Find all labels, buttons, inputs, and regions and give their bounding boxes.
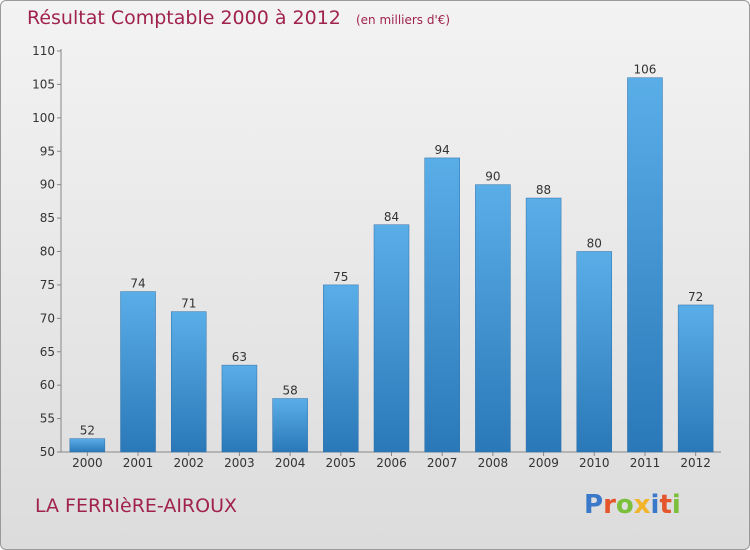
y-tick-label: 110 [32, 44, 55, 58]
bar-2012 [677, 304, 714, 453]
y-tick-label: 100 [32, 111, 55, 125]
proxiti-logo: Proxiti [584, 490, 681, 520]
logo-letter: i [650, 490, 660, 520]
bar-2011 [627, 77, 663, 453]
bar-2008 [475, 184, 511, 453]
x-tick-label: 2009 [528, 456, 559, 470]
data-label: 63 [232, 350, 247, 364]
data-label: 80 [587, 237, 602, 251]
chart-bars [69, 77, 714, 453]
y-tick-label: 90 [40, 178, 55, 192]
logo-letter: x [633, 490, 651, 520]
place-name: LA FERRIèRE-AIROUX [35, 495, 238, 517]
data-label: 88 [536, 183, 551, 197]
bar-2005 [323, 284, 359, 453]
x-tick-label: 2007 [427, 456, 458, 470]
x-tick-label: 2000 [72, 456, 103, 470]
x-tick-label: 2005 [326, 456, 357, 470]
y-tick-label: 65 [40, 345, 55, 359]
data-label: 75 [333, 270, 348, 284]
x-tick-label: 2008 [478, 456, 509, 470]
logo-letter: P [584, 490, 604, 520]
bar-2001 [120, 291, 156, 453]
y-tick-label: 55 [40, 412, 55, 426]
x-tick-label: 2012 [680, 456, 711, 470]
bar-2002 [170, 311, 207, 453]
bar-2007 [424, 157, 460, 453]
y-tick-label: 85 [40, 211, 55, 225]
data-label: 71 [181, 297, 196, 311]
x-tick-label: 2001 [123, 456, 154, 470]
data-label: 94 [435, 143, 450, 157]
y-tick-label: 95 [40, 144, 55, 158]
y-tick-label: 80 [40, 245, 55, 259]
chart-labels: 2000 52 2001 74 2002 71 2003 63 2004 58 2005 75 2006… [72, 63, 711, 470]
x-tick-label: 2004 [275, 456, 306, 470]
y-tick-label: 70 [40, 311, 55, 325]
data-label: 84 [384, 210, 399, 224]
x-tick-label: 2010 [579, 456, 610, 470]
chart-title: Résultat Comptable 2000 à 2012 [27, 7, 341, 29]
bar-2009 [525, 197, 562, 453]
data-label: 90 [485, 170, 500, 184]
y-tick-label: 75 [40, 278, 55, 292]
y-tick-label: 105 [32, 77, 55, 91]
logo-letter: i [671, 490, 681, 520]
data-label: 72 [688, 290, 703, 304]
data-label: 106 [634, 63, 657, 77]
chart-subtitle: (en milliers d'€) [355, 13, 451, 27]
data-label: 58 [282, 384, 297, 398]
title-row: Résultat Comptable 2000 à 2012 (en milli… [27, 7, 450, 29]
x-tick-label: 2006 [376, 456, 407, 470]
bar-2003 [221, 364, 258, 453]
x-tick-label: 2011 [630, 456, 661, 470]
bar-2000 [69, 438, 106, 453]
logo-letter: t [659, 490, 672, 520]
logo-letter: o [615, 490, 634, 520]
bar-2006 [373, 224, 410, 453]
logo-letter: r [603, 490, 616, 520]
x-tick-label: 2003 [224, 456, 255, 470]
y-tick-label: 50 [40, 445, 55, 459]
data-label: 52 [80, 424, 95, 438]
bar-2004 [272, 398, 308, 453]
bar-2010 [576, 251, 613, 453]
y-tick-label: 60 [40, 378, 55, 392]
x-tick-label: 2002 [173, 456, 204, 470]
data-label: 74 [130, 277, 145, 291]
